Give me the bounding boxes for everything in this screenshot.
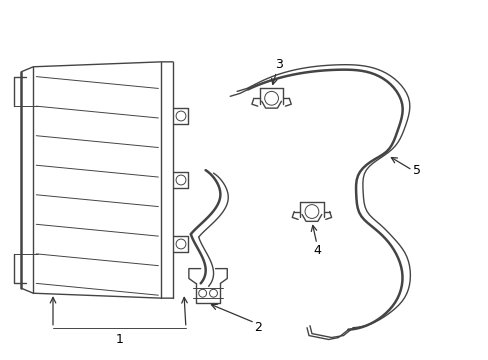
Text: 5: 5 bbox=[412, 164, 421, 177]
Text: 1: 1 bbox=[116, 333, 123, 346]
Text: 2: 2 bbox=[253, 321, 261, 334]
Text: 3: 3 bbox=[275, 58, 283, 71]
Text: 4: 4 bbox=[312, 244, 320, 257]
